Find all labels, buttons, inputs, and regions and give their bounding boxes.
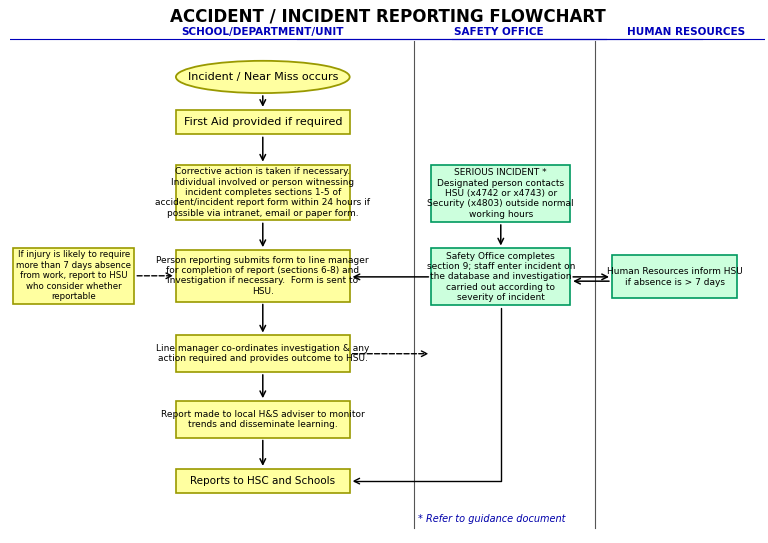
Text: Incident / Near Miss occurs: Incident / Near Miss occurs xyxy=(187,72,338,82)
FancyBboxPatch shape xyxy=(176,250,349,301)
FancyBboxPatch shape xyxy=(176,165,349,220)
FancyBboxPatch shape xyxy=(14,248,134,304)
FancyBboxPatch shape xyxy=(176,469,349,494)
Text: Report made to local H&S adviser to monitor
trends and disseminate learning.: Report made to local H&S adviser to moni… xyxy=(161,409,365,429)
FancyBboxPatch shape xyxy=(612,255,737,298)
Text: ACCIDENT / INCIDENT REPORTING FLOWCHART: ACCIDENT / INCIDENT REPORTING FLOWCHART xyxy=(170,7,605,25)
FancyBboxPatch shape xyxy=(176,401,349,438)
Text: Line manager co-ordinates investigation & any
action required and provides outco: Line manager co-ordinates investigation … xyxy=(156,344,369,363)
Text: Reports to HSC and Schools: Reports to HSC and Schools xyxy=(190,476,336,486)
Text: SERIOUS INCIDENT *
Designated person contacts
HSU (x4742 or x4743) or
Security (: SERIOUS INCIDENT * Designated person con… xyxy=(428,168,574,219)
Text: HUMAN RESOURCES: HUMAN RESOURCES xyxy=(627,27,745,37)
Text: If injury is likely to require
more than 7 days absence
from work, report to HSU: If injury is likely to require more than… xyxy=(16,250,131,301)
Text: Human Resources inform HSU
if absence is > 7 days: Human Resources inform HSU if absence is… xyxy=(607,267,743,287)
Text: Corrective action is taken if necessary.
Individual involved or person witnessin: Corrective action is taken if necessary.… xyxy=(155,167,370,218)
Text: Person reporting submits form to line manager
for completion of report (sections: Person reporting submits form to line ma… xyxy=(157,256,369,296)
FancyBboxPatch shape xyxy=(432,248,571,305)
Text: SCHOOL/DEPARTMENT/UNIT: SCHOOL/DEPARTMENT/UNIT xyxy=(181,27,344,37)
Ellipse shape xyxy=(176,61,349,93)
Text: * Refer to guidance document: * Refer to guidance document xyxy=(418,514,565,524)
Text: SAFETY OFFICE: SAFETY OFFICE xyxy=(455,27,544,37)
FancyBboxPatch shape xyxy=(432,165,571,222)
FancyBboxPatch shape xyxy=(176,336,349,372)
Text: Safety Office completes
section 9; staff enter incident on
the database and inve: Safety Office completes section 9; staff… xyxy=(426,251,575,302)
FancyBboxPatch shape xyxy=(176,110,349,135)
Text: First Aid provided if required: First Aid provided if required xyxy=(184,117,342,127)
